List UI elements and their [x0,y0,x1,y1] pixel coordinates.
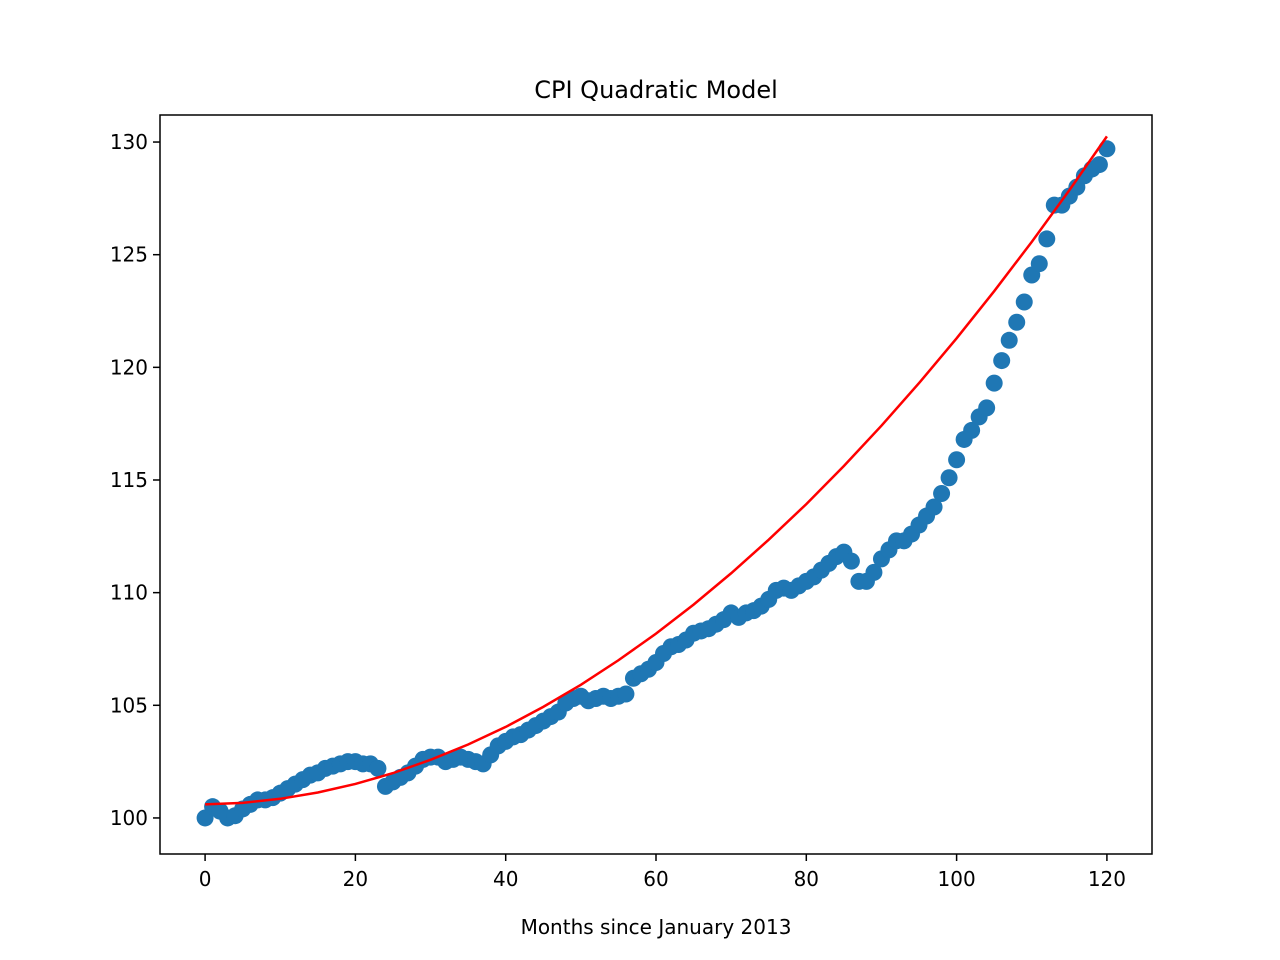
data-point [1008,313,1026,331]
y-tick-label: 105 [110,693,148,717]
data-point [1090,156,1108,174]
data-point [1000,331,1018,349]
data-point [933,485,951,503]
x-tick-label: 60 [643,867,668,891]
data-point [1030,255,1048,273]
y-tick-label: 130 [110,130,148,154]
data-point [948,451,966,469]
data-point [963,421,981,439]
data-point [978,399,996,417]
x-tick-label: 100 [938,867,976,891]
chart-title: CPI Quadratic Model [534,76,778,104]
data-point [865,563,883,581]
data-point [940,469,958,487]
y-tick-label: 115 [110,468,148,492]
data-point [993,352,1011,370]
data-point [842,552,860,570]
x-axis-label: Months since January 2013 [521,915,792,939]
y-tick-label: 100 [110,806,148,830]
data-point [1015,293,1033,311]
data-point [617,685,635,703]
x-tick-label: 20 [343,867,368,891]
data-point [985,374,1003,392]
plot-marks [196,135,1116,827]
x-tick-label: 40 [493,867,518,891]
x-tick-label: 0 [199,867,212,891]
data-point [1038,230,1056,248]
data-point [925,498,943,516]
fit-line [205,135,1108,806]
y-tick-label: 110 [110,581,148,605]
y-tick-label: 125 [110,243,148,267]
y-tick-label: 120 [110,355,148,379]
data-point [369,759,387,777]
axes: 0 20 40 60 80 100 120 100 105 110 115 120 125 130 [110,114,1153,891]
x-tick-label: 80 [794,867,819,891]
x-tick-label: 120 [1088,867,1126,891]
